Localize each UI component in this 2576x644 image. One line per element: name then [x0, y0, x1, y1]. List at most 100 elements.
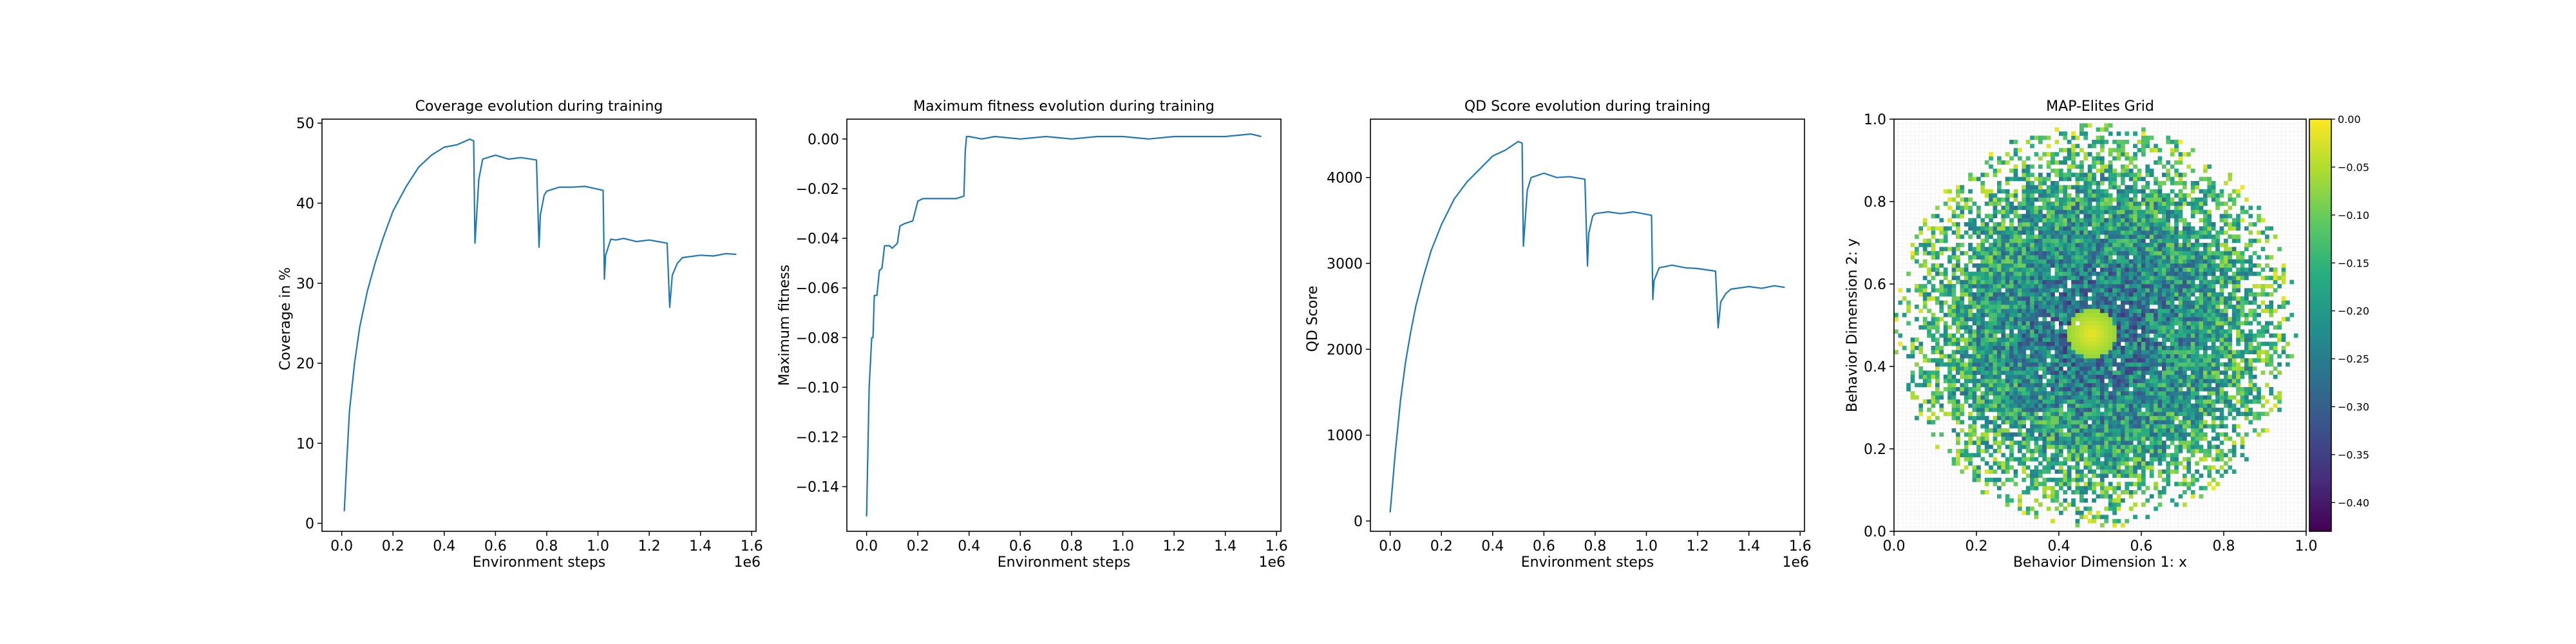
heatmap-cell [2121, 147, 2125, 153]
heatmap-cell [2079, 127, 2084, 132]
heatmap-cell [2137, 305, 2142, 309]
x-tick-label: 0.4 [1481, 538, 1504, 554]
heatmap-cell [2100, 181, 2105, 185]
heatmap-cell [2042, 181, 2047, 185]
heatmap-cell [2009, 453, 2014, 458]
heatmap-cell [2022, 305, 2027, 309]
heatmap-cell [1972, 226, 1977, 231]
heatmap-cell [2104, 230, 2109, 235]
heatmap-cell [2145, 214, 2150, 218]
heatmap-cell [2079, 490, 2084, 495]
heatmap-cell [1989, 152, 1993, 156]
heatmap-cell [2059, 243, 2063, 247]
heatmap-cell [2125, 469, 2130, 474]
heatmap-cell [2149, 317, 2154, 321]
heatmap-cell [1943, 321, 1948, 326]
heatmap-cell [2112, 209, 2117, 214]
heatmap-cell [1997, 300, 2002, 305]
heatmap-cell [2183, 370, 2187, 375]
heatmap-cell [2009, 354, 2014, 359]
heatmap-cell [2071, 346, 2076, 350]
heatmap-cell [2001, 259, 2006, 264]
heatmap-cell [2083, 457, 2088, 462]
heatmap-cell [2112, 403, 2117, 408]
heatmap-cell [1972, 292, 1977, 297]
heatmap-cell [2125, 420, 2130, 424]
heatmap-cell [2183, 255, 2187, 260]
heatmap-cell [2054, 432, 2060, 437]
heatmap-cell [2059, 147, 2063, 153]
heatmap-cell [2174, 424, 2179, 429]
heatmap-cell [2121, 251, 2125, 256]
heatmap-cell [2005, 317, 2010, 321]
heatmap-cell [2137, 234, 2142, 239]
heatmap-cell [2116, 173, 2121, 177]
heatmap-cell [2112, 432, 2117, 437]
heatmap-cell [2112, 176, 2117, 182]
heatmap-cell [2104, 494, 2109, 499]
heatmap-cell [2038, 259, 2043, 264]
heatmap-cell [2215, 362, 2220, 367]
heatmap-cell [2042, 333, 2047, 338]
heatmap-cell [2203, 251, 2208, 256]
heatmap-cell [2108, 243, 2113, 247]
heatmap-cell [2034, 321, 2039, 326]
heatmap-cell [1984, 350, 1989, 355]
heatmap-cell [2174, 230, 2179, 235]
heatmap-cell [2050, 391, 2055, 396]
heatmap-cell [1993, 370, 1998, 375]
heatmap-cell [2075, 176, 2080, 182]
heatmap-cell [2186, 243, 2192, 247]
heatmap-cell [2067, 226, 2072, 231]
heatmap-cell [1989, 230, 1993, 235]
heatmap-cell [1947, 218, 1952, 223]
heatmap-cell [2174, 238, 2179, 243]
heatmap-cell [1951, 366, 1956, 371]
heatmap-cell [2149, 379, 2154, 383]
heatmap-cell [2121, 457, 2125, 462]
heatmap-cell [1964, 271, 1969, 276]
heatmap-cell [2092, 247, 2096, 252]
heatmap-cell [2042, 341, 2047, 346]
heatmap-cell [2096, 288, 2101, 293]
heatmap-cell [1947, 205, 1952, 211]
heatmap-cell [2025, 263, 2031, 268]
heatmap-cell [2154, 395, 2158, 400]
heatmap-cell [2178, 234, 2183, 239]
heatmap-cell [2137, 391, 2142, 396]
heatmap-cell [2096, 428, 2101, 433]
heatmap-cell [1910, 391, 1915, 396]
heatmap-cell [2067, 288, 2072, 293]
y-tick-label: 1000 [1327, 428, 1363, 444]
heatmap-cell [2145, 276, 2150, 280]
heatmap-cell [2149, 259, 2154, 264]
heatmap-cell [1915, 259, 1919, 264]
heatmap-cell [2063, 147, 2068, 153]
heatmap-cell [2018, 267, 2022, 272]
heatmap-cell [2038, 473, 2043, 478]
heatmap-cell [1972, 374, 1977, 379]
heatmap-cell [2063, 308, 2068, 314]
heatmap-cell [1894, 312, 1899, 317]
heatmap-cell [2100, 202, 2105, 206]
heatmap-cell [2170, 267, 2175, 272]
heatmap-cell [2174, 247, 2179, 252]
heatmap-cell [2186, 440, 2192, 445]
heatmap-cell [2170, 226, 2175, 231]
heatmap-cell [2203, 214, 2208, 218]
heatmap-cell [2112, 408, 2117, 412]
heatmap-cell [1972, 477, 1977, 482]
heatmap-cell [2203, 457, 2208, 462]
heatmap-cell [2125, 354, 2130, 359]
heatmap-cell [2178, 189, 2183, 194]
heatmap-cell [2166, 173, 2171, 177]
heatmap-cell [2125, 259, 2130, 264]
heatmap-cell [1993, 247, 1998, 252]
heatmap-cell [1993, 279, 1998, 285]
heatmap-cell [2030, 329, 2034, 334]
heatmap-cell [2133, 333, 2137, 338]
heatmap-cell [2038, 185, 2043, 190]
heatmap-cell [2141, 292, 2146, 297]
heatmap-cell [2046, 444, 2051, 450]
heatmap-cell [2170, 420, 2175, 424]
